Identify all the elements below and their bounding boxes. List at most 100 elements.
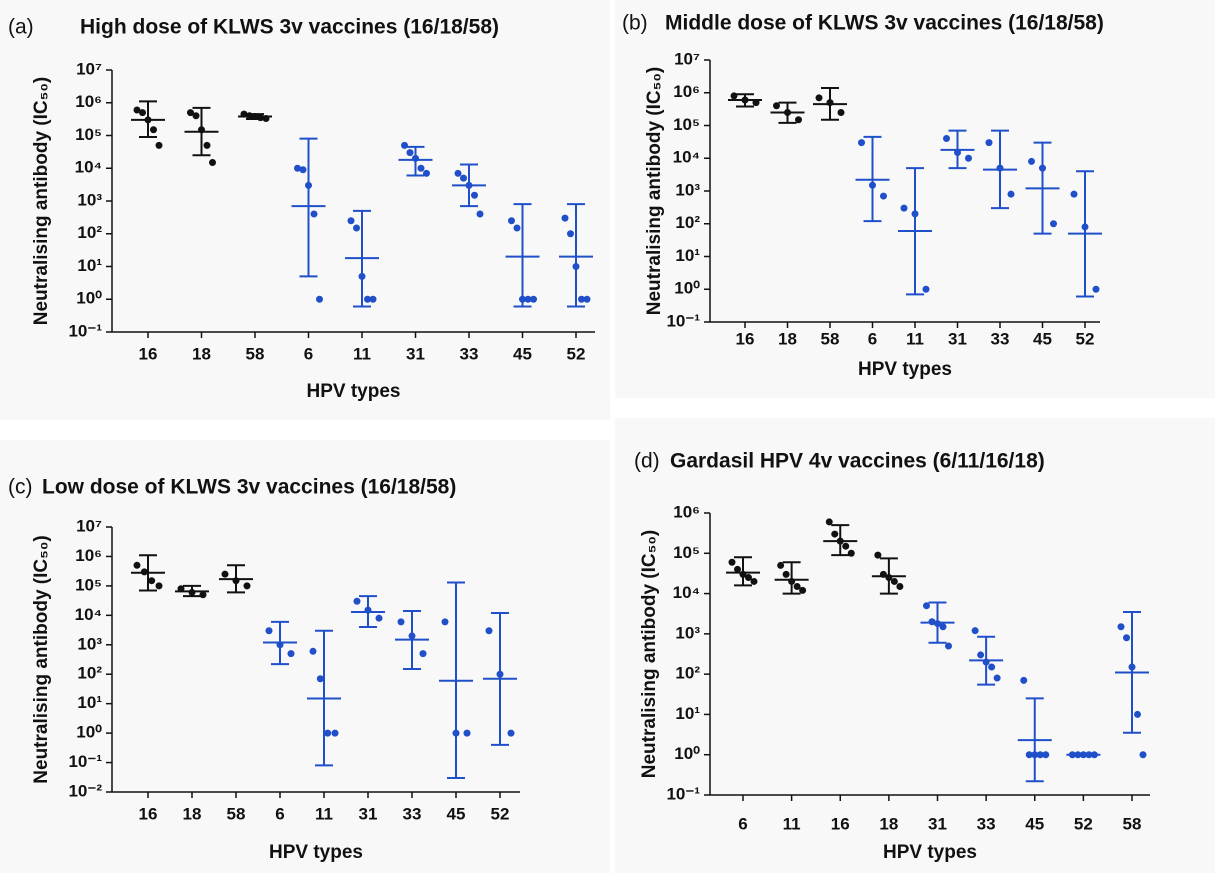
data-point — [1085, 751, 1093, 759]
data-point — [825, 518, 833, 526]
data-point — [1081, 223, 1089, 231]
data-point — [885, 574, 893, 582]
x-tick-label: 52 — [1074, 814, 1093, 833]
x-tick-label: 16 — [139, 344, 158, 363]
data-point — [988, 663, 996, 671]
x-tick-label: 45 — [513, 344, 532, 363]
y-tick-label: 10¹ — [675, 704, 700, 723]
data-point — [412, 154, 419, 162]
data-point — [369, 295, 377, 303]
x-tick-label: 31 — [406, 344, 425, 363]
data-point — [417, 164, 425, 172]
y-tick-label: 10¹ — [77, 693, 102, 712]
data-point — [880, 192, 887, 200]
data-point — [305, 181, 312, 189]
data-point — [943, 135, 950, 143]
x-tick-label: 11 — [353, 344, 371, 363]
data-point — [507, 729, 515, 737]
data-point — [1139, 751, 1147, 759]
chart-title: Low dose of KLWS 3v vaccines (16/18/58) — [42, 476, 456, 499]
y-tick-label: 10⁵ — [75, 575, 102, 594]
x-axis-label: HPV types — [269, 842, 363, 863]
data-point — [324, 729, 332, 737]
data-point — [309, 647, 317, 655]
data-point — [1090, 751, 1098, 759]
data-point — [583, 295, 591, 303]
data-point — [316, 675, 324, 683]
data-point — [460, 174, 467, 182]
y-axis-label: Neutralising antibody (IC₅₀) — [639, 530, 660, 778]
data-point — [847, 549, 855, 557]
x-tick-label: 33 — [460, 344, 479, 363]
data-point — [419, 650, 427, 658]
data-point — [246, 112, 253, 120]
data-point — [741, 96, 749, 104]
x-tick-label: 18 — [778, 329, 797, 348]
y-tick-label: 10² — [675, 213, 700, 232]
x-axis-label: HPV types — [883, 842, 977, 863]
data-point — [922, 285, 930, 293]
chart-title: High dose of KLWS 3v vaccines (16/18/58) — [80, 16, 499, 39]
y-tick-label: 10² — [77, 223, 102, 242]
data-point — [928, 618, 936, 626]
data-point — [452, 729, 460, 737]
data-point — [199, 591, 207, 599]
y-tick-label: 10⁰ — [674, 744, 700, 763]
data-point — [1007, 190, 1015, 198]
y-tick-label: 10⁰ — [76, 723, 102, 742]
data-point — [240, 110, 248, 118]
chart-title: Gardasil HPV 4v vaccines (6/11/16/18) — [670, 450, 1045, 473]
y-tick-label: 10⁷ — [674, 49, 700, 68]
y-tick-label: 10⁴ — [75, 158, 102, 177]
data-point — [896, 582, 904, 590]
data-point — [331, 729, 339, 737]
data-point — [993, 674, 1001, 682]
data-point — [752, 99, 760, 107]
data-point — [1025, 751, 1033, 759]
data-point — [1031, 751, 1039, 759]
data-point — [996, 164, 1004, 172]
data-point — [879, 570, 887, 578]
y-tick-label: 10⁻¹ — [68, 321, 102, 340]
data-point — [773, 102, 780, 110]
x-tick-label: 52 — [567, 344, 586, 363]
data-point — [1050, 220, 1057, 228]
data-point — [837, 108, 845, 116]
data-point — [423, 169, 430, 177]
data-point — [401, 141, 408, 149]
data-point — [1036, 751, 1044, 759]
data-point — [739, 570, 747, 578]
panel-bg — [0, 440, 610, 873]
x-tick-label: 58 — [246, 344, 265, 363]
y-tick-label: 10³ — [675, 180, 700, 199]
data-point — [192, 112, 200, 120]
data-point — [530, 295, 537, 303]
data-point — [971, 627, 979, 635]
panel-label: (b) — [622, 12, 648, 35]
y-tick-label: 10⁴ — [75, 605, 102, 624]
data-point — [1117, 623, 1125, 631]
x-axis-label: HPV types — [858, 359, 952, 380]
data-point — [985, 139, 993, 147]
data-point — [939, 623, 947, 631]
x-tick-label: 31 — [928, 814, 947, 833]
data-point — [140, 568, 148, 576]
y-tick-label: 10⁷ — [76, 516, 102, 535]
data-point — [934, 620, 941, 628]
y-tick-label: 10⁶ — [673, 502, 700, 521]
x-tick-label: 33 — [977, 814, 996, 833]
data-point — [911, 210, 919, 218]
x-tick-label: 33 — [991, 329, 1010, 348]
data-point — [1028, 157, 1035, 165]
x-tick-label: 18 — [879, 814, 898, 833]
x-tick-label: 45 — [1025, 814, 1044, 833]
data-point — [1042, 751, 1050, 759]
data-point — [299, 166, 307, 174]
y-tick-label: 10⁴ — [673, 148, 700, 167]
data-point — [977, 651, 985, 659]
y-axis-label: Neutralising antibody (IC₅₀) — [644, 67, 665, 315]
data-point — [353, 224, 360, 232]
data-point — [454, 169, 462, 177]
x-tick-label: 16 — [736, 329, 755, 348]
data-point — [826, 99, 834, 107]
